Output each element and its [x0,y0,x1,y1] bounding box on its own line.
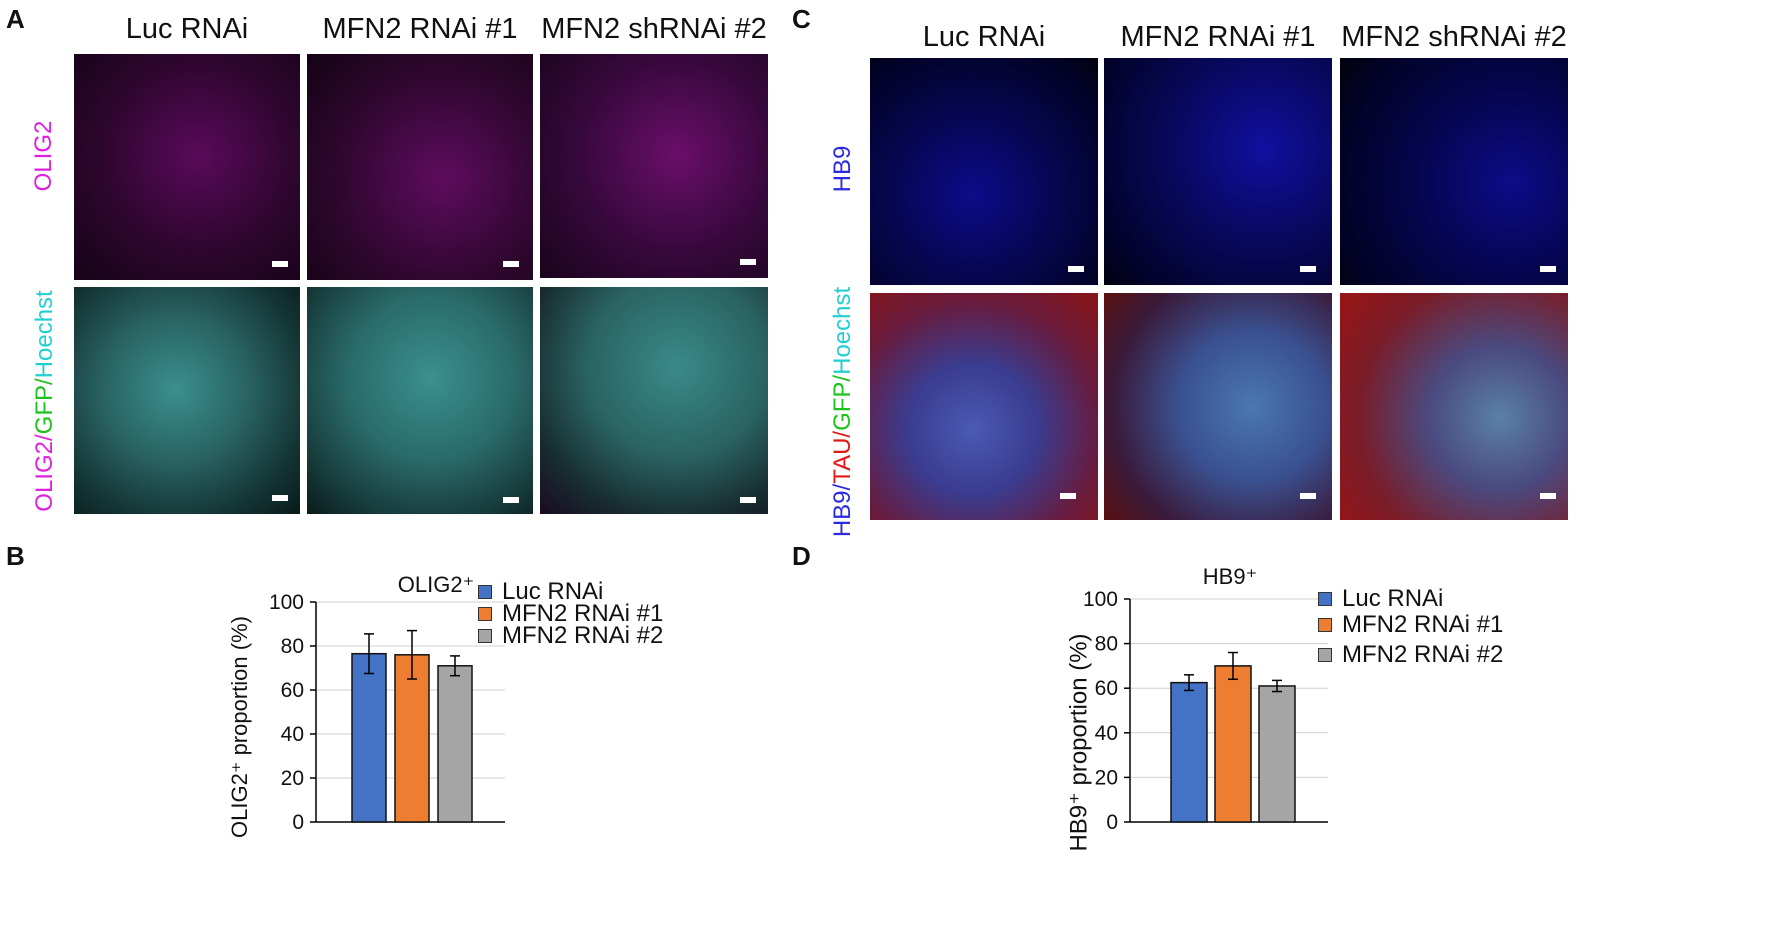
legend-item-mfn2-rnai-2: MFN2 RNAi #2 [478,622,663,650]
scale-bar [1540,266,1556,272]
column-header-mfn2-shrnai-2: MFN2 shRNAi #2 [541,13,767,45]
micrograph-olig2-gfp-hoechst-luc [74,287,300,514]
column-header-mfn2-shrnai-2: MFN2 shRNAi #2 [1341,21,1567,53]
y-tick-label: 100 [1083,588,1118,611]
legend-label: MFN2 RNAi #2 [1342,641,1504,668]
bar-luc-rnai [1170,681,1208,823]
legend-item-luc-rnai: Luc RNAi [478,578,603,606]
legend-label: MFN2 RNAi #1 [1342,611,1504,638]
scale-bar [503,497,519,503]
y-tick-label: 80 [1095,633,1118,656]
micrograph-hb9-tau-gfp-hoechst-luc [870,293,1098,520]
label-part: / [829,430,856,438]
legend-swatch [1318,648,1332,662]
column-header-mfn2-rnai-1: MFN2 RNAi #1 [322,13,518,45]
micrograph-hb9-mfn2-2 [1340,58,1568,285]
label-part: / [829,374,856,382]
row-label-hb9-tau-gfp-hoechst: HB9/TAU/GFP/Hoechst [829,282,857,542]
micrograph-hb9-tau-gfp-hoechst-mfn2-2 [1340,293,1568,520]
label-part: GFP [31,385,58,435]
label-part: / [31,434,58,442]
legend-label: MFN2 RNAi #1 [502,600,664,627]
y-tick-label: 40 [281,723,304,746]
scale-bar [1068,266,1084,272]
bar-mfn2-rnai-1 [394,654,430,823]
scale-bar [740,497,756,503]
panel-letter-a: A [6,4,25,34]
y-tick-label: 60 [281,679,304,702]
scale-bar [272,261,288,267]
bar-mfn2-rnai-1 [1214,665,1252,823]
label-part: / [31,378,58,385]
column-header-luc-rnai: Luc RNAi [922,21,1046,53]
label-part: Hoechst [829,286,856,375]
legend-label: Luc RNAi [1342,585,1444,612]
scale-bar [1300,493,1316,499]
panel-letter-d: D [792,541,811,571]
legend-swatch [478,629,492,643]
y-tick-label: 0 [292,811,304,830]
micrograph-olig2-gfp-hoechst-mfn2-2 [540,287,768,514]
legend-swatch [1318,592,1332,606]
y-tick-label: 20 [281,767,304,790]
label-part: / [829,483,856,491]
label-part: Hoechst [31,290,58,379]
bar-mfn2-rnai-2 [1258,685,1296,823]
micrograph-olig2-luc [74,54,300,280]
label-part: TAU [829,437,856,484]
panel-letter-c: C [792,4,811,34]
legend-item-mfn2-rnai-1: MFN2 RNAi #1 [1318,611,1503,639]
legend-label: Luc RNAi [502,578,604,605]
micrograph-hb9-tau-gfp-hoechst-mfn2-1 [1104,293,1332,520]
scale-bar [740,259,756,265]
bar-luc-rnai [351,652,387,823]
legend-swatch [1318,618,1332,632]
row-label-olig2: OLIG2 [30,120,57,192]
legend-item-luc-rnai: Luc RNAi [1318,585,1443,613]
scale-bar [503,261,519,267]
y-tick-label: 60 [1095,677,1118,700]
y-tick-label: 0 [1106,811,1118,834]
y-tick-label: 80 [281,635,304,658]
micrograph-hb9-mfn2-1 [1104,58,1332,285]
label-part: GFP [829,381,856,431]
y-tick-label: 40 [1095,722,1118,745]
y-tick-label: 100 [269,591,304,614]
micrograph-olig2-gfp-hoechst-mfn2-1 [307,287,533,514]
label-part: OLIG2 [31,441,58,512]
scale-bar [1540,493,1556,499]
label-part: HB9 [829,490,856,538]
bar-chart-hb9: 0 20 40 60 80 100 [1083,588,1328,834]
y-tick-label: 20 [1095,766,1118,789]
row-label-hb9: HB9 [829,145,856,193]
bar-chart-olig2: 0 20 40 60 80 100 [269,591,505,830]
micrograph-hb9-luc [870,58,1098,285]
column-header-mfn2-rnai-1: MFN2 RNAi #1 [1120,21,1316,53]
scale-bar [1300,266,1316,272]
panel-letter-b: B [6,541,25,571]
legend-swatch [478,585,492,599]
scale-bar [272,495,288,501]
legend-label: MFN2 RNAi #2 [502,622,664,649]
scale-bar [1060,493,1076,499]
column-header-luc-rnai: Luc RNAi [125,13,249,45]
legend-swatch [478,607,492,621]
row-label-olig2-gfp-hoechst: OLIG2/GFP/Hoechst [31,271,59,531]
chart-title-hb9: HB9⁺ [1202,564,1258,589]
legend-item-mfn2-rnai-1: MFN2 RNAi #1 [478,600,663,628]
bar-mfn2-rnai-2 [437,665,473,823]
micrograph-olig2-mfn2-2 [540,54,768,278]
micrograph-olig2-mfn2-1 [307,54,533,280]
chart-title-olig2: OLIG2⁺ [397,572,475,597]
legend-item-mfn2-rnai-2: MFN2 RNAi #2 [1318,641,1503,669]
